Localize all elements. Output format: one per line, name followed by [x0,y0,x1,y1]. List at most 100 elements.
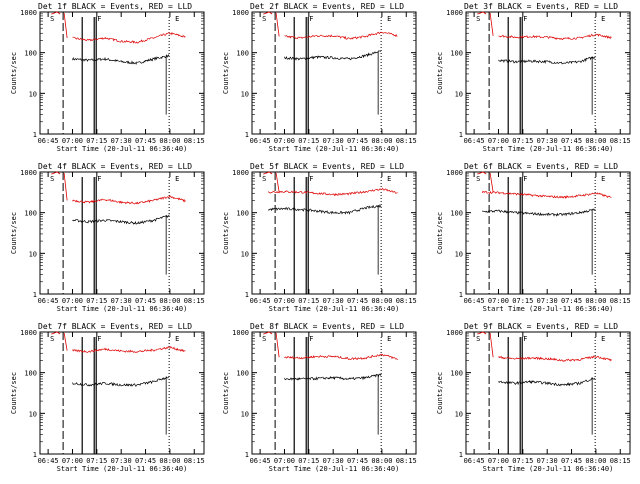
y-tick-label: 1 [459,131,463,139]
x-tick-label: 07:30 [111,457,132,465]
x-tick-label: 07:15 [512,137,533,145]
series-lld [284,353,398,361]
y-tick-label: 100 [24,370,37,378]
x-tick-label: 07:45 [347,297,368,305]
plot-frame [251,331,417,455]
x-tick-label: 07:45 [561,137,582,145]
flag-f: F [97,175,101,183]
x-tick-label: 07:15 [512,297,533,305]
y-tick-label: 100 [236,50,249,58]
x-tick-label: 07:30 [537,137,558,145]
panel-title: Det 8f BLACK = Events, RED = LLD [250,322,404,331]
y-tick-label: 10 [455,250,463,258]
x-axis-label: Start Time (20-Jul-11 06:36:40) [483,465,614,473]
x-tick-label: 08:15 [184,137,205,145]
x-tick-label: 07:00 [488,457,509,465]
x-axis-label: Start Time (20-Jul-11 06:36:40) [57,145,188,153]
spike-decay [489,332,494,358]
plot-frame [465,331,631,455]
x-tick-label: 08:00 [585,137,606,145]
spike-decay [63,172,68,201]
series-lld [498,355,612,362]
spike-decay [63,332,68,351]
y-axis-label: Counts/sec [436,212,444,254]
y-tick-label: 1000 [20,9,37,17]
y-tick-label: 1000 [232,329,249,337]
x-tick-label: 07:30 [323,137,344,145]
y-tick-label: 1000 [446,169,463,177]
x-tick-label: 07:45 [561,297,582,305]
y-tick-label: 1 [33,131,37,139]
flag-e: E [175,15,179,23]
flag-s: S [476,175,480,183]
start-spike [51,331,61,335]
x-tick-label: 06:45 [464,137,485,145]
panel-title: Det 2f BLACK = Events, RED = LLD [250,2,404,11]
x-tick-label: 07:00 [488,297,509,305]
x-tick-label: 07:30 [537,457,558,465]
flag-f: F [523,175,527,183]
plot-frame [251,11,417,135]
y-tick-label: 10 [455,90,463,98]
flag-s: S [262,175,266,183]
x-tick-label: 08:00 [585,457,606,465]
panel-title: Det 7f BLACK = Events, RED = LLD [38,322,192,331]
y-axis-label: Counts/sec [10,52,18,94]
flag-e: E [387,335,391,343]
x-tick-label: 08:15 [396,137,417,145]
panel-det-4: Det 4f BLACK = Events, RED = LLD 1 10 100 10… [10,162,205,313]
x-tick-label: 07:45 [347,137,368,145]
plot-frame [39,331,205,455]
flag-s: S [476,335,480,343]
x-axis-label: Start Time (20-Jul-11 06:36:40) [483,145,614,153]
x-tick-label: 06:45 [38,137,59,145]
x-tick-label: 08:15 [396,297,417,305]
spike-decay [489,172,494,193]
x-axis-label: Start Time (20-Jul-11 06:36:40) [57,465,188,473]
y-tick-label: 10 [241,250,249,258]
y-tick-label: 10 [241,410,249,418]
start-spike [51,11,61,15]
start-spike [263,331,273,335]
x-tick-label: 06:45 [464,457,485,465]
y-tick-label: 1000 [232,169,249,177]
x-tick-label: 08:15 [184,457,205,465]
panel-title: Det 9f BLACK = Events, RED = LLD [464,322,618,331]
flag-e: E [601,15,605,23]
panel-det-8: Det 8f BLACK = Events, RED = LLD 1 10 100 10… [222,322,417,473]
flag-e: E [387,175,391,183]
y-tick-label: 1000 [232,9,249,17]
x-tick-label: 06:45 [250,297,271,305]
x-tick-label: 08:00 [585,297,606,305]
x-tick-label: 08:00 [371,457,392,465]
x-tick-label: 06:45 [250,457,271,465]
x-tick-label: 07:15 [512,457,533,465]
y-tick-label: 100 [236,210,249,218]
x-axis-label: Start Time (20-Jul-11 06:36:40) [269,465,400,473]
y-tick-label: 100 [24,210,37,218]
x-axis-label: Start Time (20-Jul-11 06:36:40) [483,305,614,313]
series-events [72,54,170,65]
start-spike [263,11,273,15]
x-tick-label: 07:00 [274,297,295,305]
y-axis-label: Counts/sec [436,372,444,414]
series-events [284,373,382,381]
flag-f: F [309,335,313,343]
panel-title: Det 1f BLACK = Events, RED = LLD [38,2,192,11]
y-tick-label: 100 [450,210,463,218]
series-lld [498,33,612,41]
plot-frame [39,171,205,295]
y-axis-label: Counts/sec [10,372,18,414]
series-lld [72,195,186,205]
flag-e: E [601,335,605,343]
panel-det-3: Det 3f BLACK = Events, RED = LLD 1 10 100 10… [436,2,631,153]
y-tick-label: 1000 [20,169,37,177]
series-lld [267,187,398,197]
x-tick-label: 07:00 [62,457,83,465]
flag-f: F [309,175,313,183]
x-tick-label: 06:45 [38,457,59,465]
flag-e: E [175,175,179,183]
x-tick-label: 07:15 [298,137,319,145]
x-tick-label: 08:15 [610,457,631,465]
